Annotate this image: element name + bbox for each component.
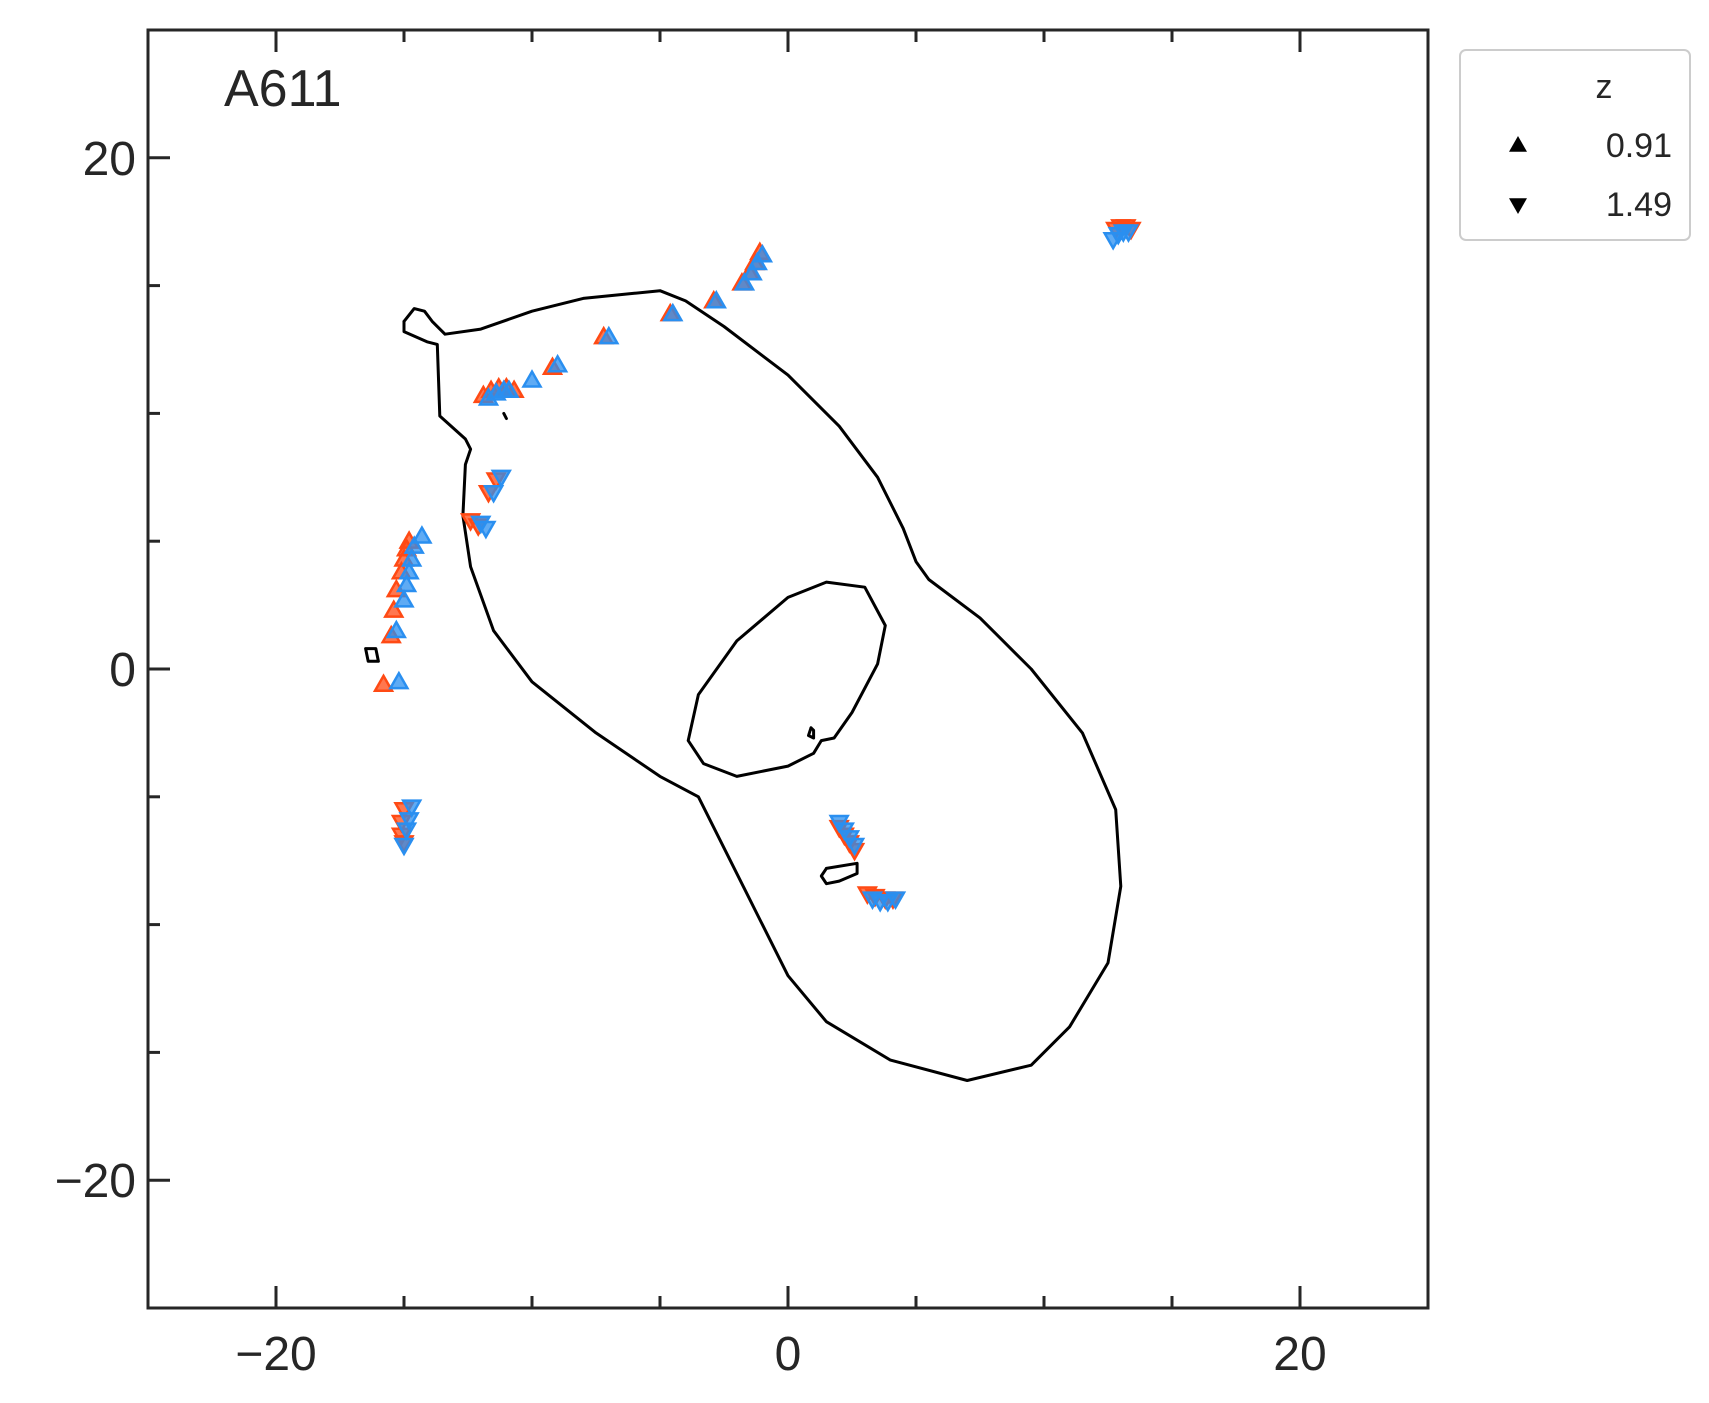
triangle-up-marker [411, 525, 433, 544]
triangle-up-marker [521, 369, 543, 388]
plot-frame [146, 28, 1430, 1310]
x-tick-label: 0 [775, 1328, 802, 1381]
critical-curve [819, 861, 859, 886]
triangle-down-marker [884, 891, 907, 911]
legend-marker-triangle-down-icon [1509, 198, 1527, 214]
triangle-up-marker [705, 289, 727, 309]
triangle-up-marker [598, 325, 620, 345]
x-tick-label: 20 [1273, 1328, 1326, 1381]
legend-entry-label: 1.49 [1606, 186, 1672, 224]
data-points [372, 219, 1142, 913]
triangle-down-marker [475, 520, 497, 540]
triangle-up-marker [751, 243, 774, 263]
triangle-down-marker [1117, 224, 1140, 243]
triangle-down-marker [393, 837, 415, 857]
triangle-up-marker [662, 302, 684, 322]
axis-ticks [148, 30, 1302, 1308]
triangle-up-marker [385, 619, 407, 639]
triangle-up-marker [546, 353, 569, 373]
y-tick-label: 20 [83, 133, 136, 186]
triangle-down-marker [482, 485, 505, 504]
critical-curve [807, 726, 816, 740]
triangle-up-marker [741, 261, 763, 281]
critical-curve [686, 580, 887, 778]
triangle-up-marker [498, 379, 520, 399]
critical-curve [364, 647, 380, 663]
critical-curve [402, 289, 1123, 1082]
triangle-down-marker [395, 822, 418, 842]
critical-curves [364, 289, 1123, 1082]
legend-title: z [1596, 68, 1613, 106]
y-tick-label: −20 [55, 1155, 136, 1208]
legend-box [1459, 49, 1691, 241]
triangle-up-marker [395, 573, 418, 593]
triangle-up-marker [383, 599, 405, 618]
triangle-down-marker [398, 812, 420, 831]
triangle-down-marker [843, 837, 866, 857]
triangle-up-marker [401, 548, 423, 567]
triangle-up-marker [733, 272, 756, 291]
triangle-up-marker [398, 560, 420, 580]
triangle-up-marker [388, 670, 410, 690]
legend: z 0.91 1.49 [1459, 49, 1691, 241]
legend-entry-label: 0.91 [1606, 127, 1672, 165]
x-tick-label: −20 [235, 1328, 316, 1381]
legend-marker-triangle-up-icon [1509, 136, 1527, 152]
y-tick-label: 0 [109, 644, 136, 697]
panel-label: A611 [224, 60, 342, 118]
triangle-down-marker [401, 799, 423, 819]
triangle-up-marker [393, 588, 415, 608]
x-tick-labels: −20 0 20 [235, 1328, 1326, 1381]
triangle-up-marker [403, 535, 425, 554]
y-tick-labels: 20 0 −20 [55, 133, 136, 1208]
triangle-down-marker [490, 469, 512, 489]
critical-curve [502, 411, 508, 420]
triangle-up-marker [372, 673, 395, 692]
